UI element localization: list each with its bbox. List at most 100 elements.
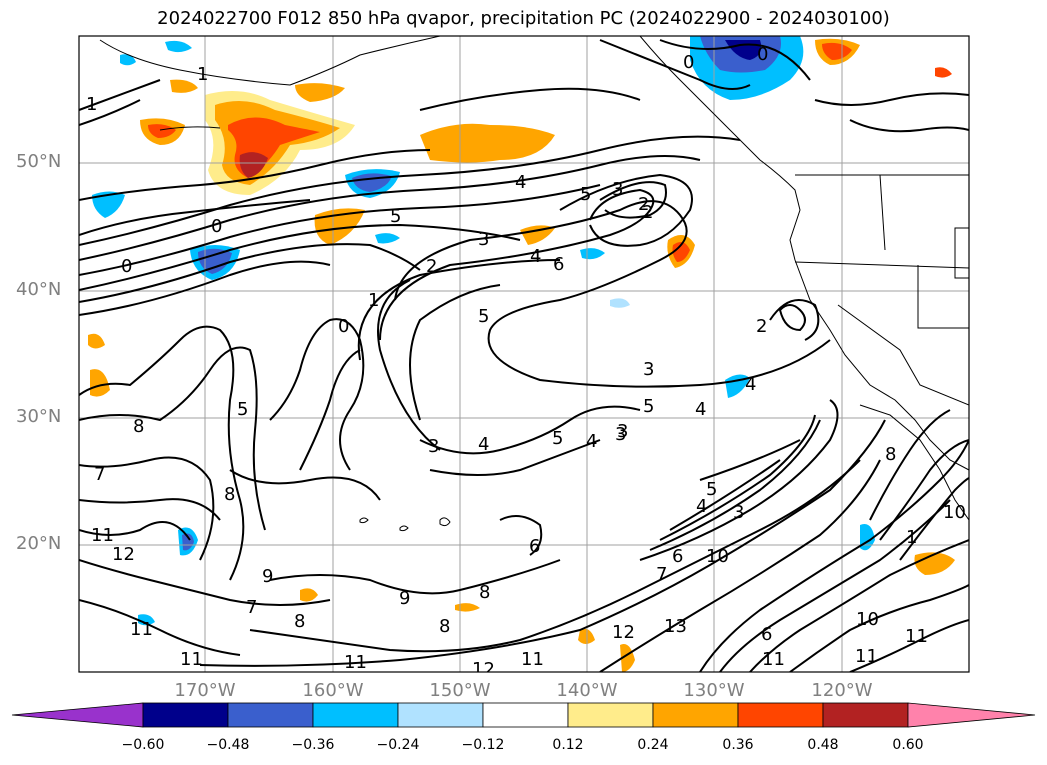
colorbar-segment	[312, 702, 399, 728]
contour-label: 6	[553, 254, 564, 275]
colorbar-tick-label: 0.60	[892, 737, 924, 753]
contour-label: 3	[643, 359, 654, 380]
contour-label: 8	[294, 611, 305, 632]
contour-label: 9	[399, 588, 410, 609]
contour-label: 9	[262, 566, 273, 587]
colorbar-tick-label: −0.60	[121, 737, 165, 753]
contour-label: 5	[478, 306, 489, 327]
contour-label: 5	[643, 396, 654, 417]
lat-label-20n: 20°N	[16, 533, 62, 554]
contour-label: 4	[586, 431, 597, 452]
contour-label: 4	[745, 374, 756, 395]
colorbar-tick-label: 0.12	[552, 737, 584, 753]
contour-label: 8	[224, 484, 235, 505]
colorbar-segment	[482, 702, 569, 728]
contour-label: 0	[121, 256, 132, 277]
contour-label: 4	[478, 434, 489, 455]
lat-label-30n: 30°N	[16, 406, 62, 427]
contour-label: 12	[612, 622, 635, 643]
contour-label: 4	[696, 496, 707, 517]
contour-label: 2	[756, 316, 767, 337]
contour-label: 11	[521, 649, 544, 670]
colorbar-segment	[397, 702, 484, 728]
contour-label: 2	[426, 256, 437, 277]
lat-label-40n: 40°N	[16, 279, 62, 300]
colorbar-tick-label: 0.48	[807, 737, 839, 753]
contour-label: 4	[530, 246, 541, 267]
colorbar-tick-label: −0.24	[376, 737, 420, 753]
contour-label: 13	[664, 616, 687, 637]
map-title: 2024022700 F012 850 hPa qvapor, precipit…	[157, 8, 890, 29]
contour-label: 0	[757, 44, 768, 65]
colorbar-segment	[227, 702, 314, 728]
lon-label-140w: 140°W	[556, 680, 618, 701]
contour-label: 8	[439, 616, 450, 637]
contour-label: 3	[733, 502, 744, 523]
contour-label: 5	[552, 428, 563, 449]
colorbar-tick-label: −0.36	[291, 737, 335, 753]
map-frame	[78, 35, 970, 673]
contour-label: 6	[761, 624, 772, 645]
contour-label: 8	[133, 416, 144, 437]
lon-label-150w: 150°W	[429, 680, 491, 701]
contour-label: 0	[683, 52, 694, 73]
contour-label: 5	[390, 206, 401, 227]
colorbar-segment	[737, 702, 824, 728]
contour-label: 0	[211, 216, 222, 237]
contour-label: 12	[112, 544, 135, 565]
colorbar-extend-low	[11, 702, 144, 728]
contour-label: 10	[943, 502, 966, 523]
contour-label: 11	[130, 619, 153, 640]
contour-label: 8	[885, 444, 896, 465]
colorbar-extend-high	[907, 702, 1036, 728]
contour-label: 11	[905, 626, 928, 647]
colorbar-tick-label: −0.12	[461, 737, 505, 753]
colorbar-tick-label: 0.36	[722, 737, 754, 753]
colorbar	[11, 702, 1036, 728]
contour-label: 11	[91, 525, 114, 546]
contour-label: 10	[856, 609, 879, 630]
contour-label: 3	[617, 421, 628, 442]
colorbar-tick-label: 0.24	[637, 737, 669, 753]
lon-label-170w: 170°W	[174, 680, 236, 701]
contour-label: 1	[86, 94, 97, 115]
colorbar-segment	[822, 702, 909, 728]
contour-label: 6	[672, 546, 683, 567]
contour-label: 8	[479, 582, 490, 603]
contour-label: 6	[529, 536, 540, 557]
contour-label: 1	[368, 290, 379, 311]
contour-label: 11	[180, 649, 203, 670]
contour-label: 5	[706, 479, 717, 500]
contour-label: 1	[906, 527, 917, 548]
contour-label: 11	[344, 652, 367, 673]
contour-label: 3	[615, 424, 626, 445]
coastlines	[99, 36, 969, 532]
colorbar-tick-label: −0.48	[206, 737, 250, 753]
contour-label: 4	[515, 172, 526, 193]
contour-label: 4	[695, 399, 706, 420]
contour-label: 3	[612, 179, 623, 200]
lat-label-50n: 50°N	[16, 151, 62, 172]
contour-label: 3	[478, 229, 489, 250]
contour-label: 7	[656, 564, 667, 585]
contour-label: 10	[706, 546, 729, 567]
colorbar-segment	[652, 702, 739, 728]
contour-label: 7	[94, 464, 105, 485]
lon-label-130w: 130°W	[683, 680, 745, 701]
colorbar-segment	[567, 702, 654, 728]
lon-label-120w: 120°W	[811, 680, 873, 701]
contour-label: 2	[642, 202, 653, 223]
graticule	[79, 36, 969, 672]
lon-label-160w: 160°W	[302, 680, 364, 701]
contour-label: 11	[762, 649, 785, 670]
colorbar-segment	[142, 702, 229, 728]
contour-label: 5	[237, 399, 248, 420]
contour-label: 12	[472, 659, 495, 680]
contour-label: 2	[638, 194, 649, 215]
contour-label: 5	[580, 184, 591, 205]
contour-label: 1	[197, 64, 208, 85]
contour-label: 0	[338, 316, 349, 337]
contours	[79, 39, 969, 672]
contour-label: 11	[855, 646, 878, 667]
